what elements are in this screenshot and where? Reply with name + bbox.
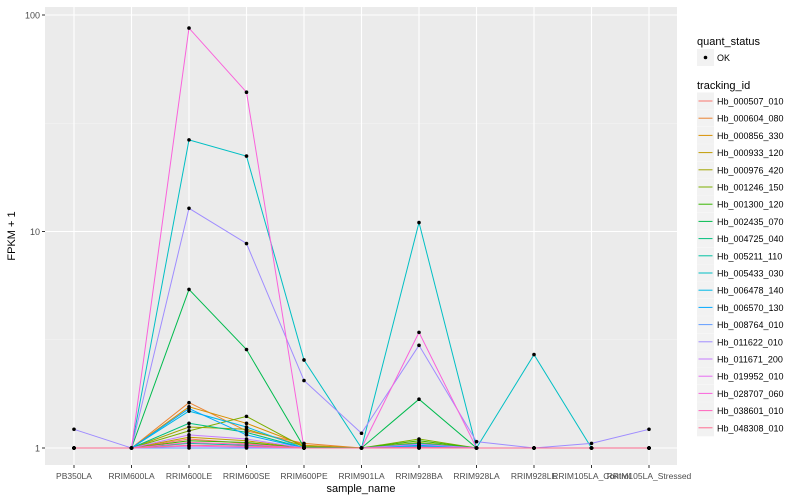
legend: quant_status OK tracking_id Hb_000507_01… [697,36,784,437]
data-point [72,446,76,450]
data-point [187,421,191,426]
data-point [244,414,249,419]
data-point [532,352,536,357]
data-point [417,343,421,348]
data-point [187,443,191,448]
x-axis-title: sample_name [326,483,395,495]
data-point [302,378,306,383]
data-point [187,406,191,411]
data-point [474,439,479,444]
data-point [244,90,249,94]
legend-series-label: Hb_048308_010 [717,423,784,433]
x-axis: PB350LA RRIM600LA RRIM600LE RRIM600SE RRIM60… [56,465,692,481]
x-tick-label: RRIM928LA [453,471,500,481]
y-tick-label: 100 [25,11,40,21]
legend-series-label: Hb_005211_110 [717,251,782,261]
data-point [532,446,536,450]
legend-shape-title: quant_status [697,36,760,48]
data-point [417,446,421,450]
data-point [187,425,191,429]
legend-shape-items: OK [697,49,730,66]
x-tick-label: RRIM105LA_Stressed [607,471,692,481]
data-point [417,438,421,443]
data-point [302,446,306,450]
series-points [72,26,651,450]
data-point [187,429,191,433]
legend-series-label: Hb_008764_010 [717,320,784,330]
legend-series-label: Hb_001300_120 [717,200,784,210]
data-point [589,446,594,450]
legend-color-items: Hb_000507_010 Hb_000604_080 Hb_000856_330 H… [697,92,784,437]
data-point [244,421,249,426]
data-point [417,397,421,402]
legend-series-label: Hb_006570_130 [717,303,784,313]
y-tick-label: 1 [35,444,40,454]
data-point [187,440,191,445]
legend-series-label: Hb_011671_200 [717,355,783,365]
legend-shape-label: OK [717,53,730,63]
data-point [129,446,134,450]
data-point [417,442,421,447]
legend-series-label: Hb_028707_060 [717,389,784,399]
legend-series-label: Hb_002435_070 [717,217,784,227]
x-tick-label: PB350LA [56,471,92,481]
data-point [647,427,651,432]
data-point [187,435,191,440]
data-point [474,446,479,450]
x-tick-label: RRIM928LE [511,471,558,481]
data-point [647,446,651,450]
data-point [589,441,594,446]
legend-series-label: Hb_000507_010 [717,97,784,107]
data-point [187,26,191,30]
legend-series-label: Hb_011622_010 [717,337,783,347]
grid-major [45,7,677,465]
x-tick-label: RRIM901LA [338,471,385,481]
x-tick-label: RRIM928BA [395,471,443,481]
data-point [417,220,421,225]
data-point [187,206,191,211]
data-point [244,154,249,158]
data-point [187,433,191,437]
data-point [359,446,364,450]
x-tick-label: RRIM600LA [108,471,155,481]
legend-series-label: Hb_038601_010 [717,406,784,416]
y-axis: 1 10 100 [25,11,45,454]
x-tick-label: RRIM600LE [166,471,213,481]
legend-series-label: Hb_005433_030 [717,269,784,279]
data-point [302,358,306,362]
data-point [244,241,249,246]
data-point [244,437,249,441]
y-axis-title: FPKM + 1 [6,211,18,260]
data-point [72,427,76,432]
x-tick-label: RRIM600PE [280,471,328,481]
data-point [187,138,191,142]
legend-series-label: Hb_000604_080 [717,114,784,124]
data-point [187,409,191,413]
legend-series-label: Hb_004725_040 [717,234,784,244]
data-point [244,425,249,429]
x-tick-label: RRIM600SE [223,471,271,481]
data-point [417,330,421,335]
legend-series-label: Hb_019952_010 [717,372,784,382]
data-point [244,444,249,448]
legend-point-symbol [703,55,708,60]
legend-color-title: tracking_id [697,80,750,92]
legend-series-label: Hb_000976_420 [717,165,784,175]
data-point [187,287,191,292]
data-point [244,433,249,437]
y-tick-label: 10 [30,227,40,237]
legend-series-label: Hb_001246_150 [717,183,784,193]
data-point [187,400,191,405]
legend-series-label: Hb_000933_120 [717,148,784,158]
x-tick-label: RRIM105LA_Control [552,471,631,481]
legend-series-label: Hb_006478_140 [717,286,784,296]
data-point [359,431,364,436]
data-point [244,347,249,352]
legend-series-label: Hb_000856_330 [717,131,784,141]
